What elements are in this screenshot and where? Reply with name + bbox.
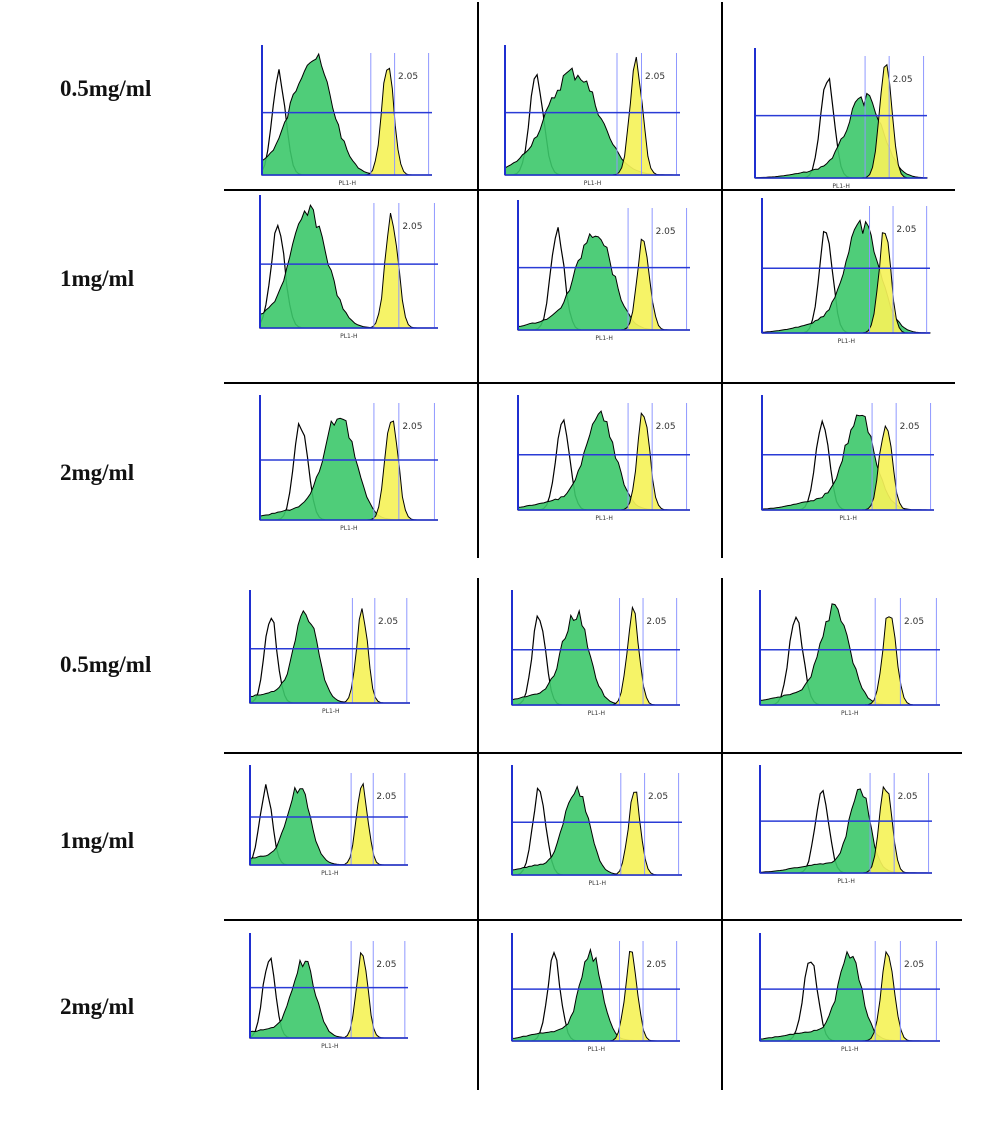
x-axis-label: PL1-H	[837, 878, 854, 885]
histogram-b2-r3-c3: 2.05 PL1-H	[759, 933, 940, 1053]
x-axis-label: PL1-H	[339, 180, 356, 187]
control-histogram	[249, 617, 410, 704]
concentration-label: 1mg/ml	[60, 266, 135, 291]
x-axis-label: PL1-H	[340, 525, 357, 532]
marker-label: 2.05	[646, 617, 666, 627]
x-axis-label: PL1-H	[841, 710, 858, 717]
marker-label: 2.05	[904, 617, 924, 627]
marker-label: 2.05	[376, 960, 396, 970]
x-axis-label: PL1-H	[340, 333, 357, 340]
green-sample-histogram	[761, 219, 931, 334]
histogram-b2-r3-c2: 2.05 PL1-H	[511, 933, 680, 1053]
x-axis-label: PL1-H	[321, 1043, 338, 1050]
histogram-b1-r2-c1: 2.05 PL1-H	[259, 195, 438, 340]
histogram-b1-r3-c1: 2.05 PL1-H	[259, 395, 438, 532]
green-sample-histogram	[754, 92, 928, 179]
x-axis-label: PL1-H	[595, 335, 612, 342]
histogram-b2-r1-c3: 2.05 PL1-H	[759, 590, 940, 717]
green-sample-histogram	[259, 417, 438, 521]
histogram-b1-r3-c3: 2.05 PL1-H	[761, 395, 934, 522]
green-sample-histogram	[761, 414, 934, 511]
concentration-label: 2mg/ml	[60, 994, 135, 1019]
marker-label: 2.05	[378, 617, 398, 627]
histogram-b2-r3-c1: 2.05 PL1-H	[249, 933, 408, 1050]
x-axis-label: PL1-H	[595, 515, 612, 522]
marker-label: 2.05	[893, 75, 913, 85]
x-axis-label: PL1-H	[588, 1046, 605, 1053]
marker-label: 2.05	[896, 225, 916, 235]
x-axis-label: PL1-H	[589, 880, 606, 887]
x-axis-label: PL1-H	[839, 515, 856, 522]
histogram-b2-r2-c3: 2.05 PL1-H	[759, 765, 932, 885]
marker-label: 2.05	[645, 72, 665, 82]
concentration-label: 0.5mg/ml	[60, 76, 152, 101]
x-axis-label: PL1-H	[832, 183, 849, 190]
histogram-b1-r2-c2: 2.05 PL1-H	[517, 200, 690, 342]
x-axis-label: PL1-H	[841, 1046, 858, 1053]
concentration-label: 1mg/ml	[60, 828, 135, 853]
x-axis-label: PL1-H	[838, 338, 855, 345]
histogram-b2-r2-c1: 2.05 PL1-H	[249, 765, 408, 877]
x-axis-label: PL1-H	[322, 708, 339, 715]
marker-label: 2.05	[402, 222, 422, 232]
x-axis-label: PL1-H	[588, 710, 605, 717]
marker-label: 2.05	[646, 960, 666, 970]
control-histogram	[249, 956, 408, 1039]
x-axis-label: PL1-H	[321, 870, 338, 877]
marker-label: 2.05	[648, 792, 668, 802]
marker-label: 2.05	[904, 960, 924, 970]
x-axis-label: PL1-H	[584, 180, 601, 187]
marker-label: 2.05	[398, 72, 418, 82]
marker-label: 2.05	[898, 792, 918, 802]
concentration-label: 0.5mg/ml	[60, 652, 152, 677]
concentration-label: 2mg/ml	[60, 460, 135, 485]
histogram-b2-r2-c2: 2.05 PL1-H	[511, 765, 682, 887]
marker-label: 2.05	[376, 792, 396, 802]
histogram-b2-r1-c2: 2.05 PL1-H	[511, 590, 680, 717]
marker-label: 2.05	[900, 422, 920, 432]
histogram-b2-r1-c1: 2.05 PL1-H	[249, 590, 410, 715]
histogram-b1-r1-c1: 2.05 PL1-H	[261, 45, 432, 187]
histogram-b1-r1-c3: 2.05 PL1-H	[754, 48, 928, 190]
histogram-b1-r3-c2: 2.05 PL1-H	[517, 395, 690, 522]
histogram-b1-r2-c3: 2.05 PL1-H	[761, 198, 931, 345]
marker-label: 2.05	[656, 227, 676, 237]
marker-label: 2.05	[656, 422, 676, 432]
green-sample-histogram	[504, 67, 680, 176]
marker-label: 2.05	[402, 422, 422, 432]
histogram-b1-r1-c2: 2.05 PL1-H	[504, 45, 680, 187]
